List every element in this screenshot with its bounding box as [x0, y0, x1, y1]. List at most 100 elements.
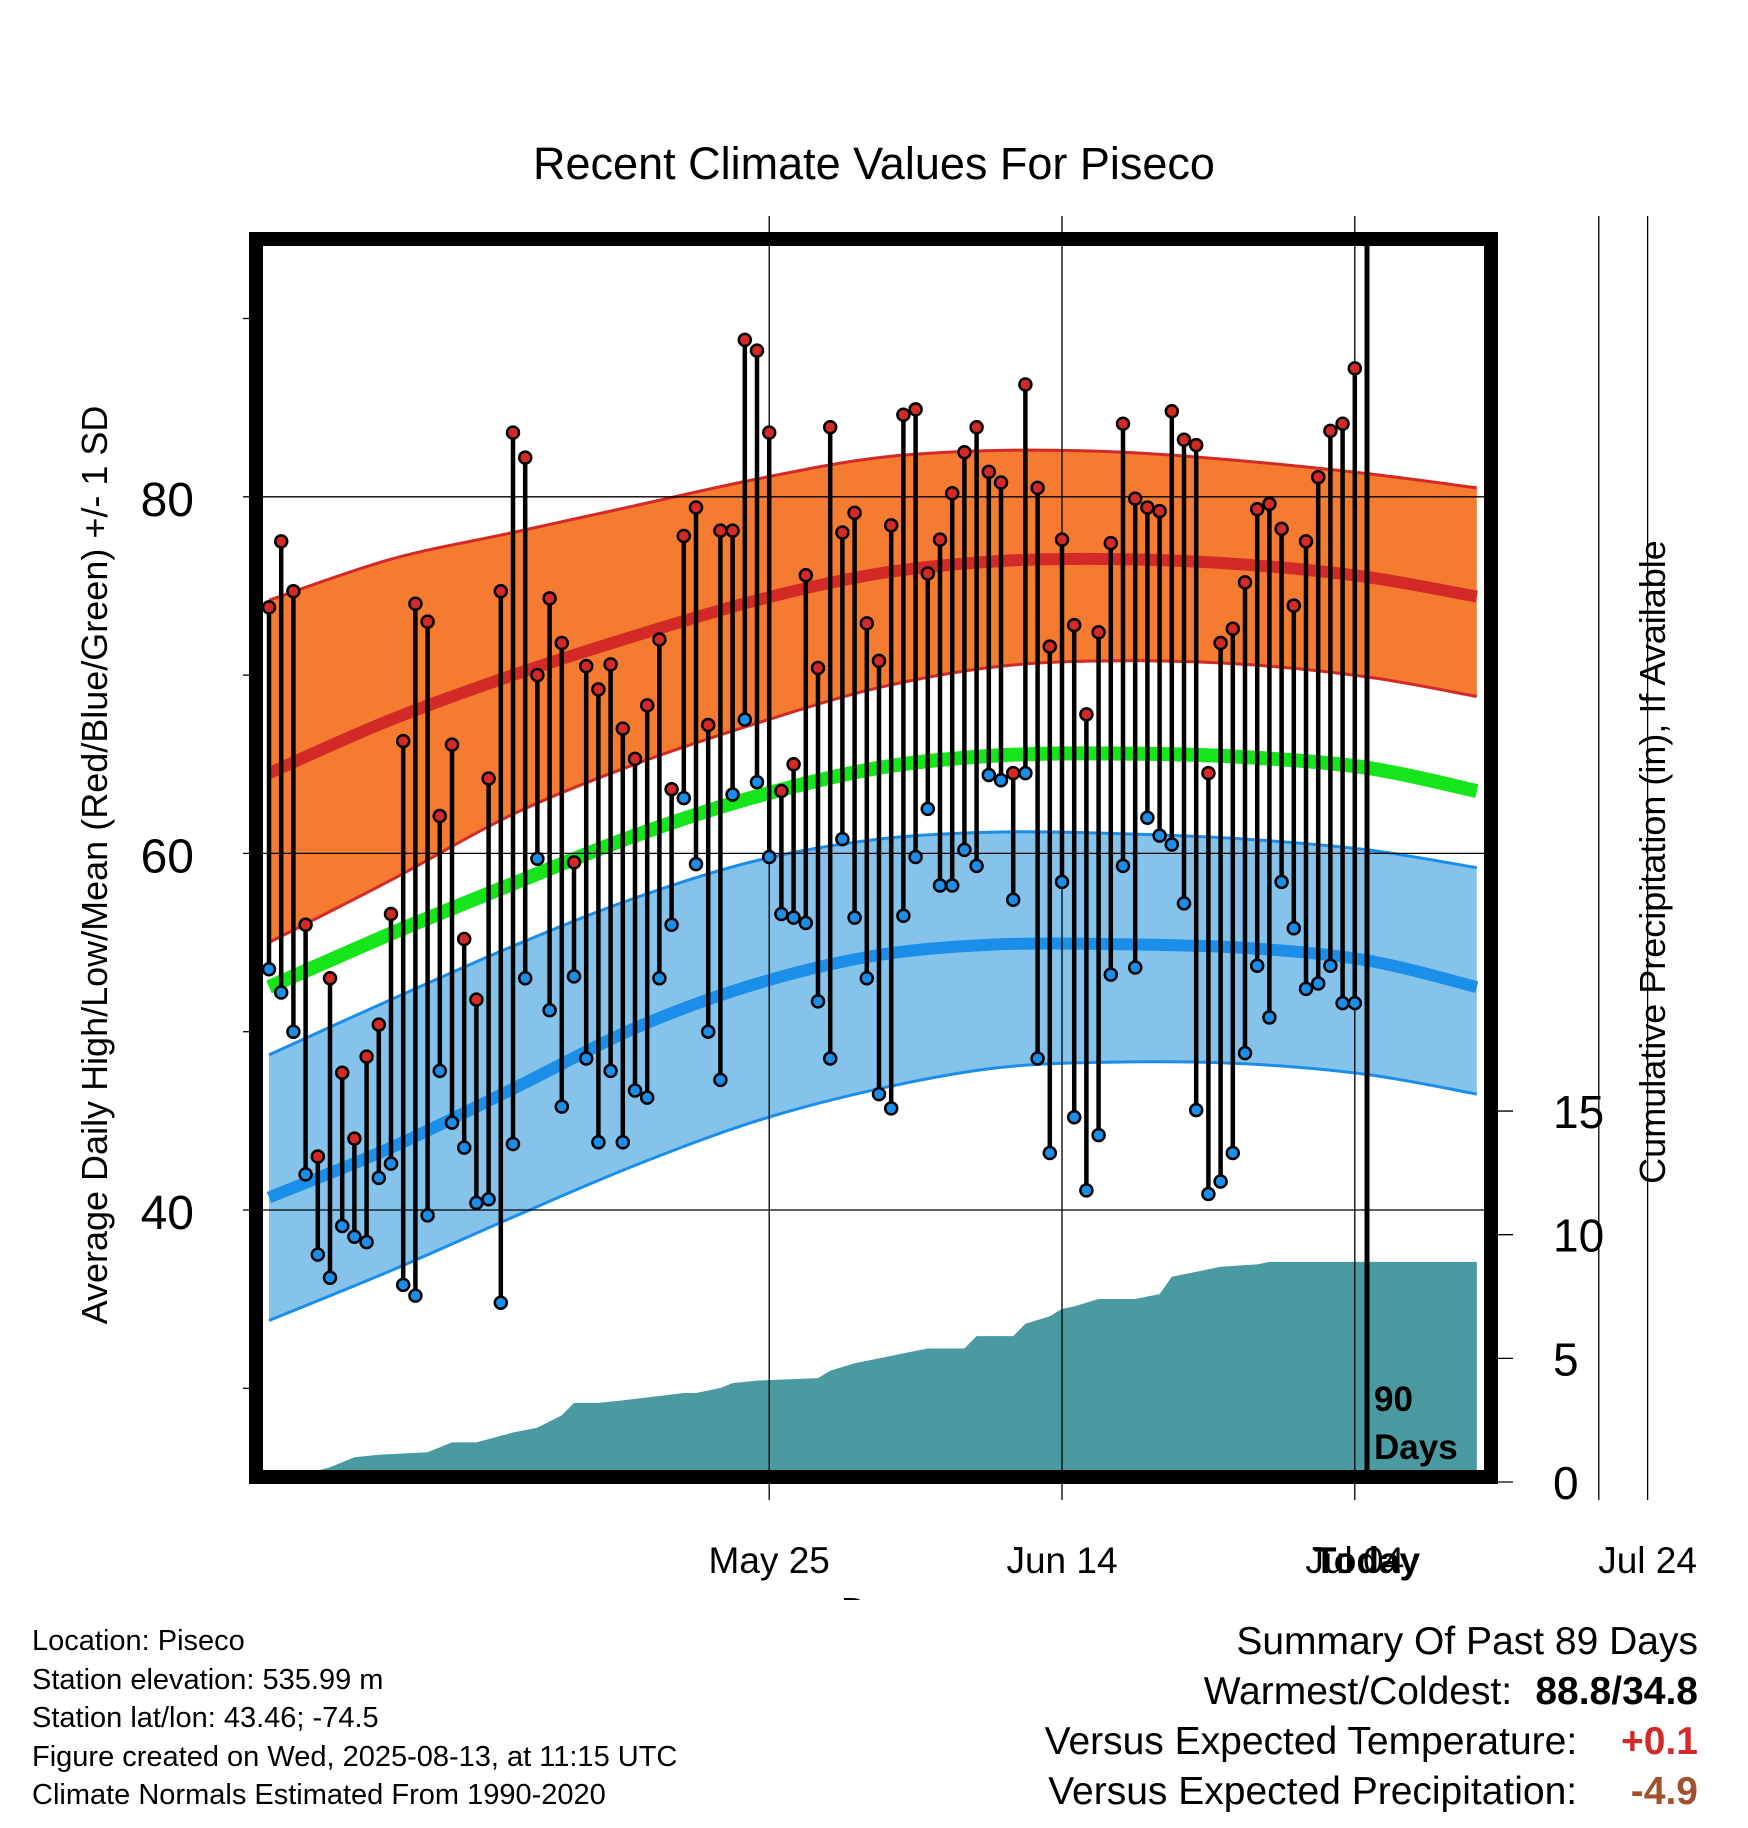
daily-low-point [1054, 874, 1070, 890]
high-sd-upper-line [268, 448, 1477, 602]
daily-low-point [700, 1024, 716, 1039]
daily-high-point [408, 596, 423, 612]
daily-low-point [969, 858, 984, 874]
warmest-coldest-value: 88.8/34.8 [1535, 1670, 1698, 1713]
daily-high-point [835, 525, 850, 540]
daily-high-point [603, 657, 618, 672]
daily-low-point [1237, 1045, 1253, 1061]
daily-low-point [432, 1063, 448, 1079]
daily-low-point [530, 851, 545, 866]
daily-high-point [469, 992, 484, 1007]
y2-tick-label: 0 [1553, 1457, 1579, 1509]
y2-axis-label: Cumulative Precipitation (in), If Availa… [1632, 540, 1673, 1184]
daily-high-point [981, 464, 997, 480]
climate-chart: Recent Climate Values For Piseco 90Days … [74, 138, 1697, 1600]
daily-low-point [981, 767, 997, 783]
daily-low-point [1262, 1010, 1277, 1025]
daily-low-point [347, 1229, 362, 1244]
daily-high-point [566, 855, 582, 870]
daily-high-point [969, 420, 984, 435]
daily-low-point [1103, 967, 1119, 982]
x-axis-label: Day [841, 1590, 905, 1600]
daily-high-point [322, 970, 338, 986]
daily-high-point [310, 1149, 326, 1164]
daily-low-point [310, 1247, 326, 1262]
daily-low-point [298, 1167, 313, 1182]
daily-high-point [530, 667, 545, 683]
daily-low-point [944, 878, 960, 893]
daily-high-point [908, 402, 923, 417]
daily-low-point [1164, 837, 1180, 852]
low-sd-band [269, 831, 1477, 1321]
daily-high-point [1225, 621, 1241, 636]
daily-high-point [286, 584, 301, 599]
precipitation-row: Versus Expected Precipitation: -4.9 [1045, 1767, 1698, 1817]
daily-low-point [371, 1170, 387, 1186]
daily-high-point [1103, 535, 1119, 551]
daily-high-point [847, 505, 862, 521]
daily-high-point [920, 566, 936, 581]
daily-low-point [517, 970, 533, 986]
daily-low-point [883, 1101, 899, 1116]
daily-high-point [1127, 491, 1143, 506]
daily-low-point [1140, 810, 1155, 825]
high-sd-band [269, 450, 1477, 943]
y2-tick-label: 15 [1553, 1086, 1604, 1138]
daily-low-point [993, 773, 1009, 788]
daily-low-point [1127, 960, 1143, 975]
daily-low-point [408, 1288, 423, 1303]
daily-high-point [627, 751, 643, 767]
daily-high-point [1152, 503, 1167, 519]
daily-low-point [603, 1063, 618, 1079]
daily-low-point [1079, 1183, 1094, 1198]
x-tick-label: Jul 04 [1305, 1540, 1404, 1581]
daily-high-point [1323, 423, 1338, 439]
daily-high-point [1079, 707, 1094, 722]
daily-low-point [1274, 874, 1289, 890]
daily-high-point [517, 450, 533, 465]
daily-low-point [1091, 1127, 1106, 1143]
daily-high-point [1286, 598, 1302, 613]
daily-low-point [1005, 892, 1021, 908]
daily-low-point [444, 1115, 460, 1130]
daily-high-point [676, 528, 692, 544]
daily-low-point [505, 1136, 521, 1152]
daily-high-point [1188, 437, 1204, 453]
temperature-row: Versus Expected Temperature: +0.1 [1045, 1717, 1698, 1767]
daily-high-point [798, 568, 814, 583]
daily-high-point [395, 733, 411, 749]
daily-low-point [908, 849, 923, 865]
daily-low-point [957, 842, 972, 858]
daily-low-point [652, 970, 667, 986]
daily-high-point [1201, 765, 1216, 781]
daily-low-point [835, 831, 850, 847]
temperature-label: Versus Expected Temperature: [1044, 1720, 1578, 1763]
daily-low-point [688, 856, 704, 872]
daily-low-point [469, 1195, 484, 1211]
daily-low-point [1018, 765, 1033, 781]
daily-high-point [871, 653, 887, 669]
daily-low-point [359, 1234, 374, 1250]
daily-low-point [383, 1156, 399, 1171]
daily-low-point [774, 906, 789, 922]
x-tick-label: Jun 14 [1006, 1540, 1117, 1581]
elevation-text: Station elevation: 535.99 m [32, 1663, 384, 1696]
daily-high-point [1274, 521, 1289, 537]
daily-high-point [1310, 469, 1326, 485]
daily-high-point [1249, 502, 1265, 517]
normal-high-line [266, 552, 1478, 779]
daily-low-point [1042, 1145, 1058, 1161]
precipitation-anomaly-value: -4.9 [1630, 1770, 1698, 1813]
daily-high-point [1347, 361, 1363, 376]
daily-high-point [688, 500, 704, 515]
y-tick-label: 80 [141, 474, 194, 527]
today-marker-label-line1: 90 [1374, 1380, 1413, 1419]
daily-low-point [1066, 1110, 1082, 1125]
daily-low-point [896, 908, 911, 924]
daily-high-point [652, 632, 667, 647]
summary-title: Summary Of Past 89 Days [1236, 1620, 1698, 1663]
daily-high-point [1176, 432, 1192, 447]
daily-high-point [420, 614, 435, 629]
daily-high-point [1091, 625, 1106, 640]
daily-low-point [273, 985, 289, 1000]
